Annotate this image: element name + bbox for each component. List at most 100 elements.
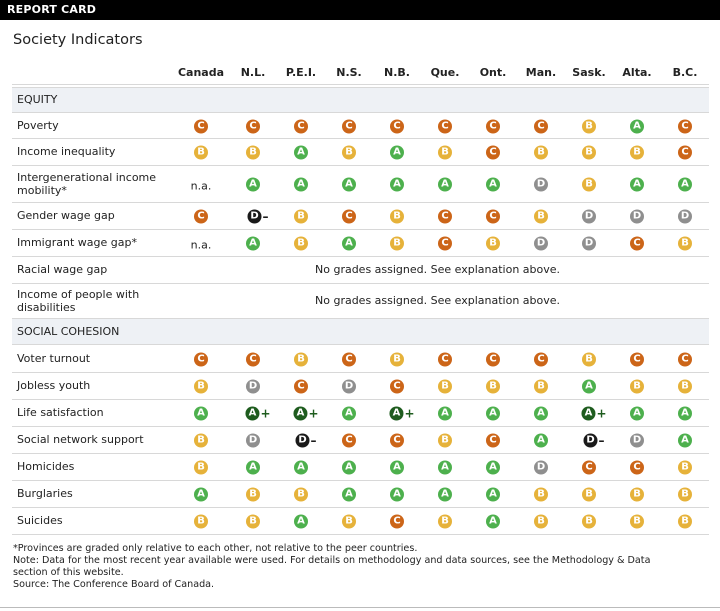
grade-badge-a: A — [438, 487, 452, 502]
table-row: Poverty C C C C C C C C B A C — [12, 112, 709, 138]
grade-cell: A — [390, 457, 404, 476]
grade-badge-b: B — [582, 119, 596, 133]
grade-badge-a: A — [294, 460, 308, 475]
grade-cell: A — [342, 457, 356, 476]
grade-badge-b: B — [194, 460, 208, 475]
grade-badge-b: B — [486, 379, 500, 394]
grade-badge-a: A — [630, 177, 644, 192]
grade-badge-b: B — [438, 379, 452, 394]
grade-badge-a: A — [534, 433, 548, 448]
table-row: Suicides B B A B C B A B B B B — [12, 507, 709, 534]
grade-cell: C — [630, 233, 644, 252]
grade-cell: B — [630, 511, 644, 530]
grade-cell: A — [246, 174, 260, 193]
column-header-que: Que. — [430, 66, 460, 79]
column-header-canada: Canada — [177, 66, 225, 79]
grade-cell: B — [294, 233, 308, 252]
grade-badge-c: C — [194, 209, 208, 224]
grade-badge-c: C — [194, 352, 208, 366]
grade-badge-c: C — [390, 379, 404, 394]
grade-cell: B — [630, 142, 644, 161]
grade-cell: B — [630, 376, 644, 395]
grade-cell: A — [438, 403, 452, 422]
grade-cell: A — [486, 174, 500, 193]
grade-badge-a: A — [342, 487, 356, 502]
grade-cell: A + — [245, 403, 271, 422]
grade-cell: C — [294, 116, 308, 135]
grade-badge-b: B — [246, 487, 260, 502]
footnote-source: Source: The Conference Board of Canada. — [13, 579, 215, 590]
row-label: Social network support — [17, 433, 144, 446]
row-divider — [12, 283, 709, 284]
grade-badge-a: A — [342, 177, 356, 192]
grade-cell: B — [246, 484, 260, 503]
grade-cell: C — [194, 206, 208, 225]
row-divider — [12, 453, 709, 454]
row-label: Homicides — [17, 460, 75, 473]
grade-cell: A — [246, 457, 260, 476]
grade-cell: B — [294, 206, 308, 225]
grade-badge-b: B — [438, 514, 452, 529]
grade-cell: C — [486, 430, 500, 449]
grade-cell: B — [678, 233, 692, 252]
grade-cell: C — [486, 349, 500, 368]
grade-cell: A — [582, 376, 596, 395]
footnotes: *Provinces are graded only relative to e… — [13, 543, 713, 591]
grade-cell: B — [582, 484, 596, 503]
grade-cell: B — [342, 142, 356, 161]
grade-badge-c: C — [630, 460, 644, 475]
grade-cell: D — [246, 376, 260, 395]
grade-badge-a: A — [245, 406, 260, 421]
grade-badge-b: B — [194, 433, 208, 448]
grade-badge-b: B — [194, 379, 208, 394]
grade-badge-c: C — [630, 236, 644, 251]
grade-cell: C — [486, 142, 500, 161]
grade-badge-b: B — [534, 487, 548, 502]
grade-cell: C — [678, 349, 692, 368]
grade-badge-b: B — [390, 352, 404, 366]
grade-cell: D – — [295, 430, 317, 449]
row-divider — [12, 480, 709, 481]
row-divider — [12, 426, 709, 427]
grade-cell: n.a. — [191, 174, 212, 193]
row-divider — [12, 318, 709, 319]
grade-cell: A + — [293, 403, 319, 422]
grade-badge-c: C — [438, 119, 452, 133]
grade-badge-a: A — [534, 406, 548, 421]
grade-cell: B — [390, 206, 404, 225]
row-label: Income of people with disabilities — [17, 287, 140, 314]
grade-cell: C — [390, 116, 404, 135]
grade-cell: B — [294, 349, 308, 368]
grade-cell: B — [534, 206, 548, 225]
grade-badge-a: A — [294, 514, 308, 529]
grade-cell: A — [486, 457, 500, 476]
grade-badge-b: B — [438, 433, 452, 448]
grade-badge-a: A — [342, 236, 356, 251]
grade-badge-a: A — [342, 406, 356, 421]
grade-na: n.a. — [190, 179, 212, 192]
grade-badge-c: C — [582, 460, 596, 475]
grade-badge-d: D — [534, 460, 548, 475]
row-label: Immigrant wage gap* — [17, 236, 137, 249]
grade-badge-b: B — [534, 145, 548, 160]
grade-cell: B — [194, 511, 208, 530]
grade-cell: D — [582, 233, 596, 252]
no-grades-note: No grades assigned. See explanation abov… — [315, 294, 561, 307]
column-header-nb: N.B. — [384, 66, 410, 79]
grade-cell: C — [390, 430, 404, 449]
grade-cell: D — [582, 206, 596, 225]
table-row: Burglaries A B B A A A A B B B B — [12, 480, 709, 507]
grade-cell: C — [678, 116, 692, 135]
grade-badge-b: B — [294, 236, 308, 251]
grade-badge-c: C — [678, 145, 692, 160]
grade-cell: B — [438, 511, 452, 530]
grade-cell: B — [534, 376, 548, 395]
grade-cell: A — [342, 174, 356, 193]
grade-cell: C — [438, 116, 452, 135]
grade-cell: A — [678, 403, 692, 422]
grade-cell: B — [246, 511, 260, 530]
footnote-asterisk: *Provinces are graded only relative to e… — [13, 543, 418, 554]
grade-badge-a: A — [581, 406, 596, 421]
grade-badge-b: B — [246, 514, 260, 529]
row-divider — [12, 112, 709, 113]
